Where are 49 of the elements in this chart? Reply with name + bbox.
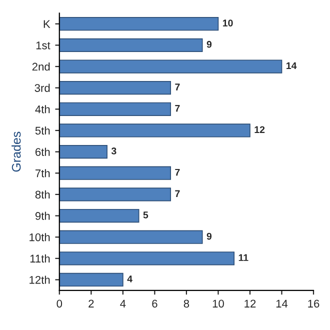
data-label: 12 xyxy=(254,126,265,133)
bar xyxy=(59,60,282,74)
bar xyxy=(59,102,171,116)
bar xyxy=(59,166,171,180)
data-label: 9 xyxy=(206,40,212,48)
data-label: 14 xyxy=(286,62,297,70)
bar xyxy=(59,124,250,138)
y-axis-title: Grades xyxy=(12,132,21,172)
x-tick-label: 6 xyxy=(152,300,158,308)
y-tick-label: 7th xyxy=(35,169,50,178)
y-tick-label: 8th xyxy=(35,190,50,199)
x-tick-label: 12 xyxy=(244,300,256,308)
bar xyxy=(59,272,124,287)
bar xyxy=(59,38,203,52)
x-tick-label: 2 xyxy=(88,300,94,308)
y-tick-label: 11th xyxy=(30,254,50,263)
x-tick-label: 14 xyxy=(276,300,288,308)
bar xyxy=(59,252,235,266)
data-label: 7 xyxy=(175,168,180,176)
data-label: 7 xyxy=(175,84,180,90)
bar xyxy=(59,230,203,244)
y-tick-label: K xyxy=(44,20,50,28)
y-tick-label: 2nd xyxy=(32,62,50,71)
x-tick-label: 8 xyxy=(184,300,190,308)
bar xyxy=(59,208,140,223)
y-tick-label: 9th xyxy=(35,212,50,220)
x-tick-label: 0 xyxy=(56,300,62,308)
data-label: 3 xyxy=(111,148,116,154)
data-label: 7 xyxy=(175,190,180,197)
y-tick-label: 6th xyxy=(35,148,50,156)
y-tick-label: 5th xyxy=(35,126,50,135)
data-label: 4 xyxy=(127,276,132,282)
data-label: 7 xyxy=(175,104,180,112)
bar xyxy=(59,17,219,31)
bar xyxy=(59,188,171,202)
x-tick-label: 4 xyxy=(120,300,126,308)
y-tick-label: 3rd xyxy=(34,84,50,92)
y-tick-label: 12th xyxy=(30,276,50,284)
x-tick-label: 16 xyxy=(308,300,320,308)
y-tick-label: 10th xyxy=(30,233,50,242)
data-label: 11 xyxy=(238,254,248,261)
y-tick-label: 1st xyxy=(36,42,50,50)
data-label: 10 xyxy=(222,20,233,26)
bar xyxy=(59,81,171,95)
x-tick-label: 10 xyxy=(212,300,224,308)
data-label: 5 xyxy=(143,212,148,218)
data-label: 9 xyxy=(206,232,212,240)
bar xyxy=(59,144,108,159)
y-tick-label: 4th xyxy=(35,105,50,114)
